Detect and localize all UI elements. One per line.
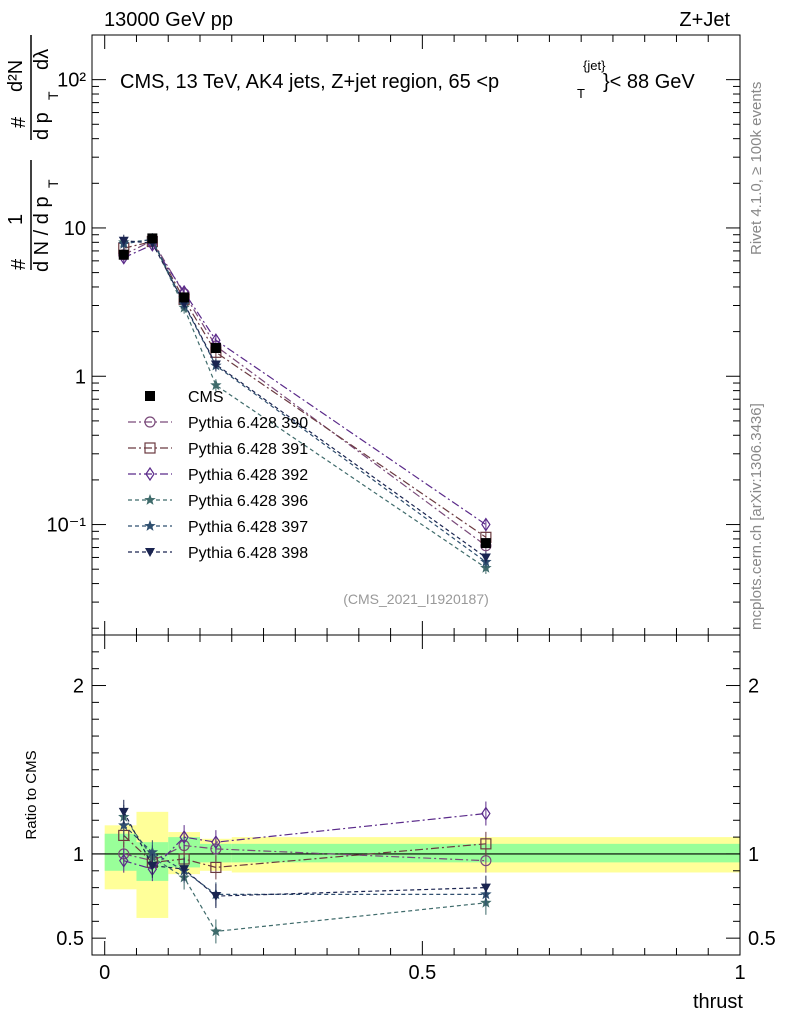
ratio-axis-ticks: 0.5 0.51 12 20 0.5 1 — [56, 634, 776, 984]
rivet-label: Rivet 4.1.0, ≥ 100k events — [748, 82, 765, 255]
title-sup: {jet} — [583, 58, 606, 73]
ratio-series-point — [210, 925, 222, 937]
cms-data-point — [179, 292, 190, 303]
legend-cms-label: CMS — [188, 389, 224, 406]
ratio-ytick-label: 1 — [73, 844, 84, 866]
ratio-frame — [91, 634, 741, 956]
ratio-series-group — [118, 799, 492, 944]
ylabel-hash-2: # — [8, 116, 30, 128]
main-series-point — [118, 236, 129, 246]
ratio-series-line — [123, 812, 486, 870]
main-series-point — [480, 553, 491, 563]
legend-label: Pythia 6.428 390 — [188, 415, 308, 432]
main-ytick-label: 10 — [64, 218, 86, 240]
cms-data-point — [210, 343, 221, 354]
legend: CMS Pythia 6.428 390 Pythia 6.428 391 Pythi… — [128, 389, 308, 562]
ratio-series-point — [146, 846, 159, 858]
main-axis-ticks: 10⁻¹ 1 10 10² — [47, 34, 741, 635]
ratio-series-point — [179, 865, 190, 875]
ratio-series-point — [119, 853, 129, 868]
xtick-label: 1 — [734, 962, 745, 984]
ratio-series-point — [210, 861, 222, 874]
ylabel-one: 1 — [5, 214, 27, 225]
ratio-series-point — [118, 807, 129, 817]
main-title: CMS, 13 TeV, AK4 jets, Z+jet region, 65 … — [120, 58, 695, 101]
legend-marker — [144, 416, 156, 428]
main-series-line — [123, 240, 487, 558]
cms-data-point — [480, 538, 491, 549]
ratio-ytick-label: 2 — [73, 676, 84, 698]
main-series-point — [481, 517, 491, 532]
ylabel-d2n: d²N — [5, 60, 27, 92]
legend-label: Pythia 6.428 397 — [188, 519, 308, 536]
main-ylabel: # 1 d N / d p T # d²N d p T dλ — [5, 35, 61, 272]
ylabel-dlambda: dλ — [31, 49, 53, 70]
legend-label: Pythia 6.428 396 — [188, 493, 308, 510]
ratio-ytick-label: 0.5 — [56, 928, 84, 950]
ylabel-dpt: d p — [31, 112, 53, 140]
legend-marker — [144, 520, 156, 531]
ylabel-hash-1: # — [8, 258, 30, 270]
ylabel-dn-dpt: d N / d p — [31, 196, 53, 272]
legend-marker — [144, 442, 156, 454]
ratio-ytick-label-right: 0.5 — [748, 928, 776, 950]
main-series-group — [118, 233, 492, 574]
legend-label: Pythia 6.428 398 — [188, 545, 308, 562]
legend-marker — [144, 494, 156, 505]
ratio-series-point — [481, 806, 491, 821]
ratio-series-point — [480, 883, 491, 893]
ratio-bands — [92, 811, 740, 918]
ylabel-T-1: T — [45, 179, 61, 188]
ratio-series-point — [480, 838, 492, 850]
legend-marker — [145, 548, 155, 557]
ratio-series-point — [118, 819, 130, 831]
ratio-ytick-label-right: 2 — [748, 676, 759, 698]
ratio-ylabel: Ratio to CMS — [23, 750, 40, 839]
ratio-band-inner — [104, 833, 137, 871]
analysis-watermark: (CMS_2021_I1920187) — [343, 591, 489, 607]
main-series-line — [123, 244, 487, 526]
main-ytick-label: 10⁻¹ — [47, 515, 87, 537]
xlabel: thrust — [693, 991, 743, 1013]
title-sub: T — [577, 86, 585, 101]
ratio-series-point — [179, 830, 189, 845]
ratio-ytick-label-right: 1 — [748, 844, 759, 866]
legend-label: Pythia 6.428 392 — [188, 467, 308, 484]
main-series-line — [123, 239, 487, 547]
xtick-label: 0.5 — [408, 962, 436, 984]
legend-marker — [145, 466, 155, 482]
cms-data-point — [118, 249, 129, 260]
ratio-series-point — [210, 892, 221, 902]
main-ytick-label: 1 — [75, 366, 86, 388]
ratio-series-point — [211, 835, 221, 850]
ylabel-T-2: T — [45, 91, 61, 100]
title-end: }< 88 GeV — [603, 71, 695, 93]
legend-label: Pythia 6.428 391 — [188, 441, 308, 458]
xtick-label: 0 — [99, 962, 110, 984]
cms-data-point — [147, 233, 158, 244]
ratio-series-line — [123, 824, 486, 896]
title-text: CMS, 13 TeV, AK4 jets, Z+jet region, 65 … — [120, 71, 499, 93]
main-series-line — [123, 239, 487, 569]
ratio-series-point — [147, 861, 158, 871]
main-series-point — [210, 360, 221, 370]
mcplots-label: mcplots.cern.ch [arXiv:1306.3436] — [748, 403, 765, 630]
main-ytick-label: 10² — [57, 70, 86, 92]
header-right: Z+Jet — [679, 9, 730, 31]
main-series-point — [210, 379, 222, 391]
main-series-line — [123, 240, 487, 538]
header-left: 13000 GeV pp — [104, 9, 233, 31]
legend-cms-marker — [145, 391, 155, 401]
